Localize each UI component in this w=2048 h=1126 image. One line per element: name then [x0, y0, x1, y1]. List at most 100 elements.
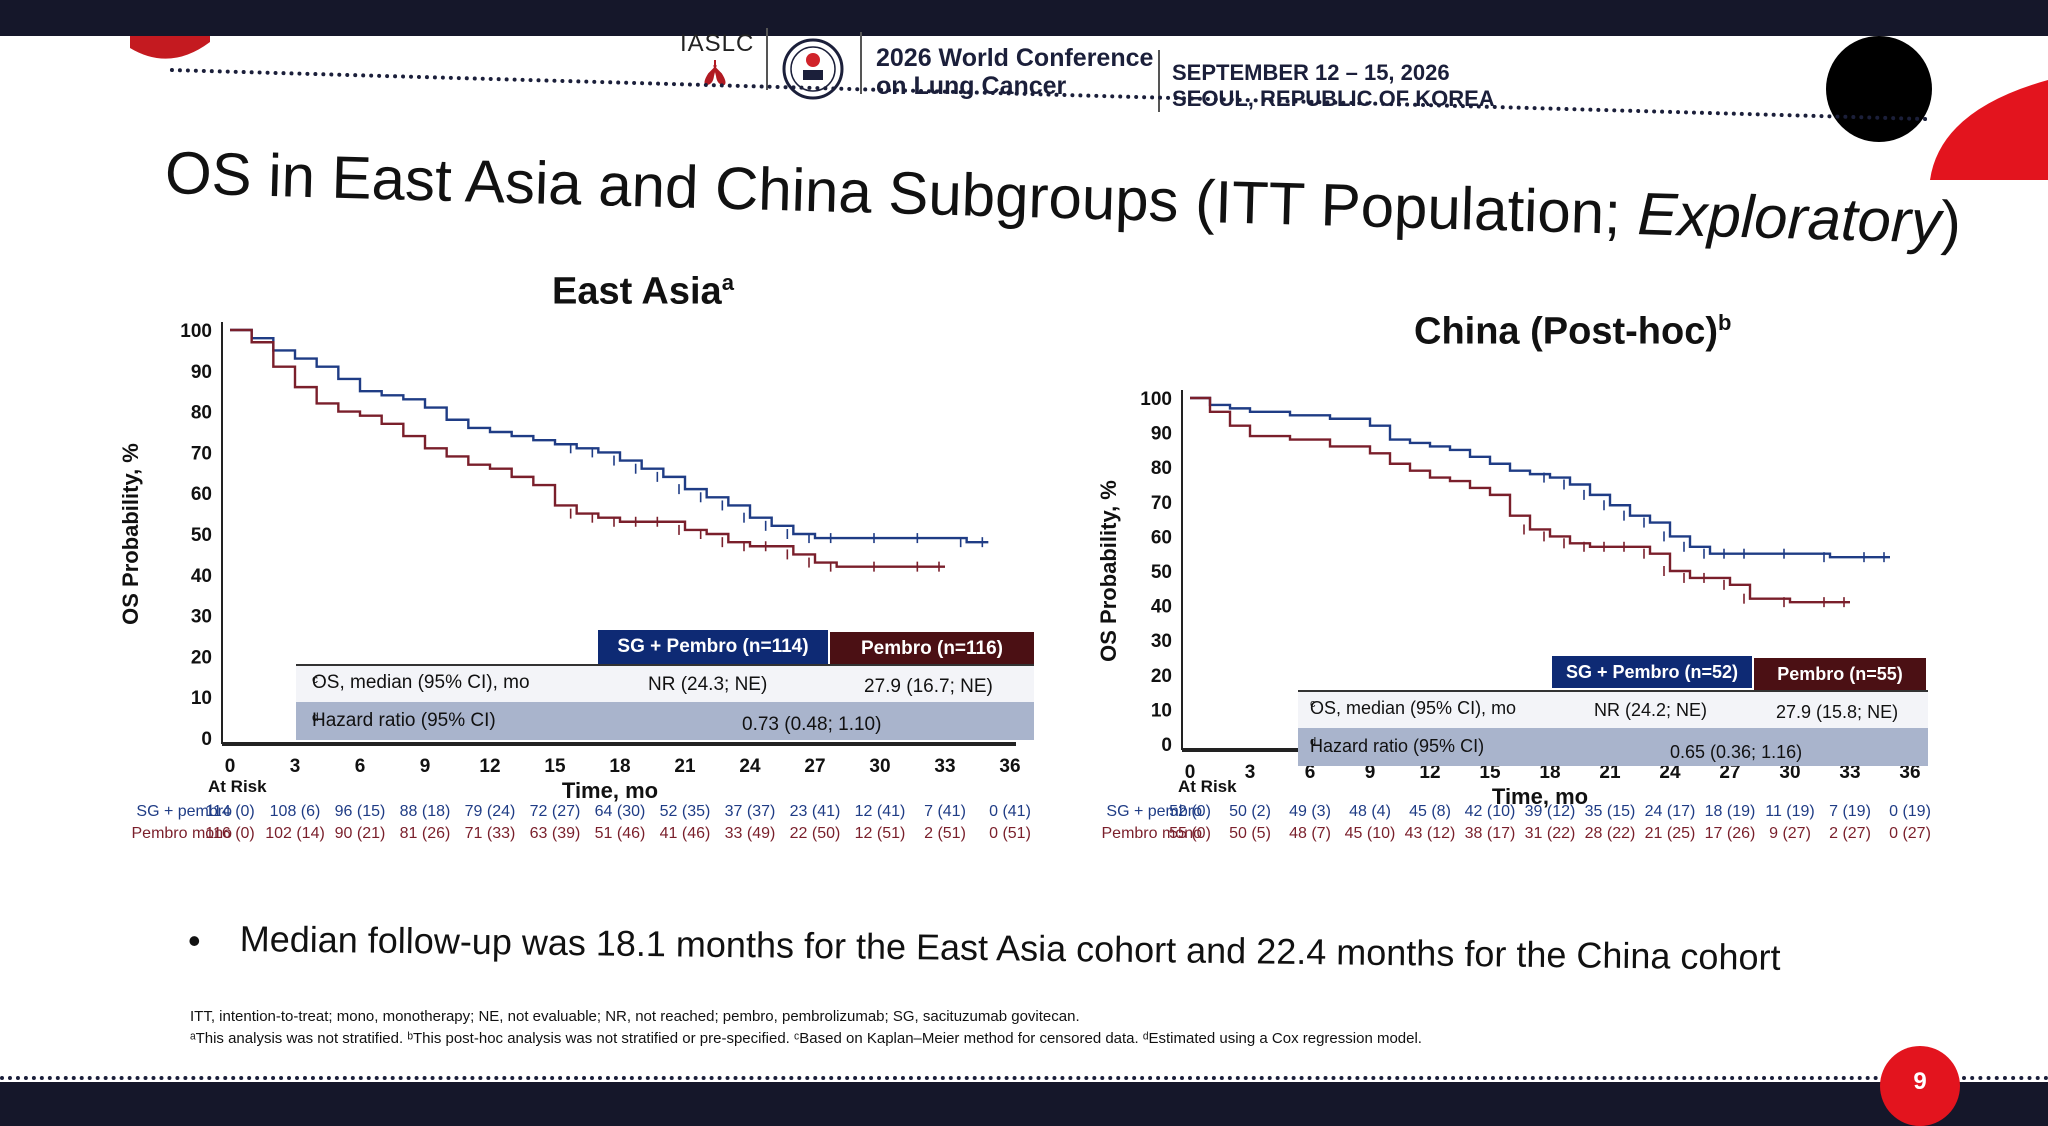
decorative-circle	[1826, 36, 1932, 142]
row-label: OS, median (95% CI), mo c	[312, 672, 530, 693]
y-tick-label: 60	[1151, 527, 1172, 548]
stats-table-east-asia: SG + Pembro (n=114) Pembro (n=116) OS, m…	[296, 592, 1038, 740]
at-risk-label: At Risk	[1178, 777, 1237, 796]
at-risk-sg-value: 79 (24)	[465, 803, 516, 820]
at-risk-pembro-value: 2 (27)	[1829, 825, 1871, 842]
at-risk-pembro-value: 63 (39)	[530, 825, 581, 842]
at-risk-pembro-label: Pembro mono	[1102, 825, 1203, 842]
at-risk-pembro-value: 21 (25)	[1645, 825, 1696, 842]
y-tick-label: 30	[191, 607, 212, 628]
x-tick-label: 12	[1419, 762, 1440, 783]
header-pembro: Pembro (n=116)	[830, 632, 1034, 666]
at-risk-pembro-value: 102 (14)	[265, 825, 325, 842]
at-risk-pembro-value: 12 (51)	[855, 825, 906, 842]
x-tick-label: 21	[1599, 762, 1621, 783]
at-risk-pembro-value: 31 (22)	[1525, 825, 1576, 842]
slide: IASLC 2026 World Conference on Lung Canc…	[0, 28, 2048, 1082]
y-tick-label: 80	[1151, 458, 1172, 479]
bullet-marker: •	[188, 920, 201, 961]
at-risk-sg-value: 45 (8)	[1409, 803, 1451, 820]
row-label: Hazard ratio (95% CI) d	[1310, 736, 1485, 756]
footer-dotted-rule	[1962, 1076, 2048, 1080]
value-hr: 0.73 (0.48; 1.10)	[742, 714, 882, 735]
y-tick-label: 30	[1151, 631, 1172, 652]
at-risk-sg-value: 0 (19)	[1889, 803, 1931, 820]
at-risk-sg-label: SG + pembro	[1106, 803, 1202, 820]
at-risk-pembro-value: 38 (17)	[1465, 825, 1516, 842]
y-tick-label: 60	[191, 484, 212, 505]
y-axis-label: OS Probability, %	[1096, 480, 1121, 662]
conference-seal-icon	[782, 38, 844, 100]
stats-row-os-median: OS, median (95% CI), mo c NR (24.2; NE) 2…	[1298, 690, 1928, 728]
y-tick-label: 70	[191, 443, 212, 464]
at-risk-sg-label: SG + pembro	[136, 803, 232, 820]
at-risk-sg-value: 64 (30)	[595, 803, 646, 820]
at-risk-sg-value: 18 (19)	[1705, 803, 1756, 820]
x-tick-label: 0	[225, 756, 236, 777]
at-risk-sg-value: 52 (35)	[660, 803, 711, 820]
footnote-abbreviations: ITT, intention-to-treat; mono, monothera…	[190, 1008, 1080, 1025]
chart-title-china: China (Post-hoc)b	[1414, 310, 1732, 353]
bullet-text: Median follow-up was 18.1 months for the…	[239, 918, 1781, 978]
page-number: 9	[1913, 1068, 1927, 1095]
at-risk-pembro-value: 9 (27)	[1769, 825, 1811, 842]
at-risk-pembro-value: 33 (49)	[725, 825, 776, 842]
at-risk-pembro-value: 55 (0)	[1169, 825, 1211, 842]
at-risk-sg-value: 50 (2)	[1229, 803, 1271, 820]
stats-row-hazard-ratio: Hazard ratio (95% CI) d 0.65 (0.36; 1.16)	[1298, 728, 1928, 766]
stats-table-china: SG + Pembro (n=52) Pembro (n=55) OS, med…	[1298, 616, 1930, 766]
at-risk-sg-value: 96 (15)	[335, 803, 386, 820]
at-risk-sg-value: 7 (41)	[924, 803, 966, 820]
at-risk-sg-value: 7 (19)	[1829, 803, 1871, 820]
at-risk-sg-value: 108 (6)	[270, 803, 321, 820]
at-risk-sg-value: 114 (0)	[205, 803, 255, 820]
row-label: OS, median (95% CI), mo c	[1310, 698, 1517, 718]
y-tick-label: 10	[191, 688, 212, 709]
value-pembro: 27.9 (16.7; NE)	[864, 676, 993, 697]
at-risk-sg-value: 24 (17)	[1645, 803, 1696, 820]
chart-title-east-asia: East Asiaa	[552, 270, 734, 313]
x-tick-label: 24	[739, 756, 761, 777]
x-tick-label: 0	[1185, 762, 1196, 783]
header-divider	[860, 32, 862, 94]
at-risk-sg-value: 23 (41)	[790, 803, 841, 820]
at-risk-pembro-value: 45 (10)	[1345, 825, 1396, 842]
at-risk-sg-value: 39 (12)	[1525, 803, 1576, 820]
org-logo-text: IASLC	[680, 30, 755, 57]
value-sg: NR (24.3; NE)	[648, 674, 768, 695]
y-tick-label: 0	[201, 729, 212, 750]
y-tick-label: 20	[191, 647, 212, 668]
y-tick-label: 80	[191, 403, 212, 424]
decorative-corner-icon	[1930, 80, 2048, 180]
conference-name: 2026 World Conference on Lung Cancer	[876, 44, 1154, 100]
header-sg-pembro: SG + Pembro (n=114)	[598, 630, 828, 664]
slide-title: OS in East Asia and China Subgroups (ITT…	[164, 138, 1962, 257]
at-risk-pembro-value: 51 (46)	[595, 825, 646, 842]
km-curve-sg-pembro	[1190, 396, 1890, 559]
x-tick-label: 6	[1305, 762, 1316, 783]
at-risk-pembro-value: 48 (7)	[1289, 825, 1331, 842]
at-risk-sg-value: 49 (3)	[1289, 803, 1331, 820]
at-risk-sg-value: 72 (27)	[530, 803, 581, 820]
at-risk-sg-value: 0 (41)	[989, 803, 1031, 820]
y-tick-label: 20	[1151, 666, 1172, 687]
y-tick-label: 100	[1140, 389, 1172, 410]
row-label: Hazard ratio (95% CI) d	[312, 710, 496, 731]
km-curve-pembro	[230, 328, 945, 568]
x-tick-label: 9	[420, 756, 431, 777]
at-risk-sg-value: 12 (41)	[855, 803, 906, 820]
y-tick-label: 40	[1151, 597, 1172, 618]
at-risk-pembro-value: 90 (21)	[335, 825, 386, 842]
y-tick-label: 10	[1151, 700, 1172, 721]
footer-dotted-rule	[0, 1076, 1880, 1080]
x-axis-label: Time, mo	[562, 778, 658, 803]
at-risk-sg-value: 88 (18)	[400, 803, 451, 820]
at-risk-pembro-value: 28 (22)	[1585, 825, 1636, 842]
value-hr: 0.65 (0.36; 1.16)	[1670, 742, 1803, 762]
at-risk-pembro-value: 0 (51)	[989, 825, 1031, 842]
stats-row-hazard-ratio: Hazard ratio (95% CI) d 0.73 (0.48; 1.10)	[296, 702, 1034, 740]
stats-row-os-median: OS, median (95% CI), mo c NR (24.3; NE) 2…	[296, 664, 1034, 702]
at-risk-sg-value: 52 (0)	[1169, 803, 1211, 820]
x-tick-label: 36	[999, 756, 1020, 777]
